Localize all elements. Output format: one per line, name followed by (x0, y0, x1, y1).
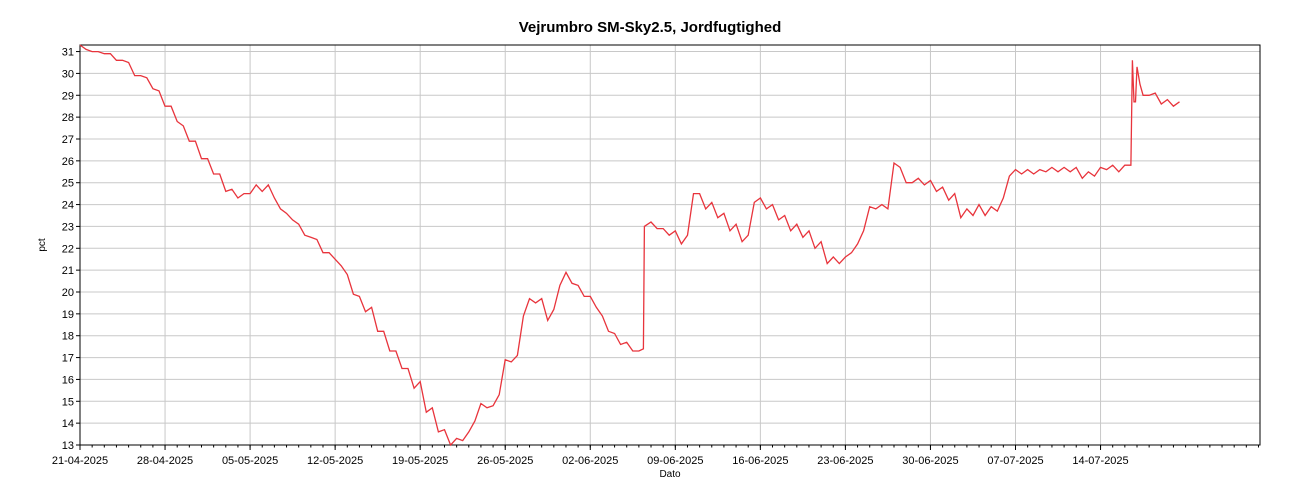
y-tick-label: 28 (62, 112, 74, 124)
y-tick-label: 22 (62, 243, 74, 255)
plot-frame (79, 44, 1261, 446)
x-tick-label: 26-05-2025 (477, 455, 533, 467)
y-tick-label: 19 (62, 309, 74, 321)
x-tick-label: 30-06-2025 (902, 455, 958, 467)
y-tick-label: 20 (62, 287, 74, 299)
y-tick-label: 14 (62, 418, 74, 430)
x-tick-label: 05-05-2025 (222, 455, 278, 467)
y-tick-label: 17 (62, 353, 74, 365)
y-tick-label: 24 (62, 200, 74, 212)
x-axis: 21-04-2025 28-04-2025 05-05-2025 12-05-2025… (52, 445, 1259, 467)
x-tick-label: 28-04-2025 (137, 455, 193, 467)
y-tick-label: 25 (62, 178, 74, 190)
x-tick-label: 09-06-2025 (647, 455, 703, 467)
y-tick-label: 15 (62, 396, 74, 408)
grid-lines (79, 45, 1260, 446)
x-tick-label: 02-06-2025 (562, 455, 618, 467)
x-axis-title: Dato (659, 469, 681, 480)
y-tick-label: 21 (62, 265, 74, 277)
x-tick-label: 19-05-2025 (392, 455, 448, 467)
y-tick-label: 18 (62, 331, 74, 343)
x-tick-label: 12-05-2025 (307, 455, 363, 467)
series-line-jordfugtighed (79, 44, 1180, 447)
y-tick-label: 31 (62, 47, 74, 59)
x-tick-label: 23-06-2025 (817, 455, 873, 467)
y-tick-label: 23 (62, 221, 74, 233)
y-tick-label: 13 (62, 440, 74, 452)
chart-title: Vejrumbro SM-Sky2.5, Jordfugtighed (518, 19, 782, 36)
x-tick-label: 07-07-2025 (987, 455, 1043, 467)
y-axis: 13 14 15 16 17 18 19 20 21 22 23 24 25 26 27 28 29 30 31 (62, 47, 80, 452)
y-tick-label: 26 (62, 156, 74, 168)
y-tick-label: 16 (62, 374, 74, 386)
x-tick-label: 14-07-2025 (1072, 455, 1128, 467)
y-tick-label: 30 (62, 68, 74, 80)
y-tick-label: 27 (62, 134, 74, 146)
x-tick-label: 16-06-2025 (732, 455, 788, 467)
x-tick-label: 21-04-2025 (52, 455, 108, 467)
y-axis-title: pct (37, 238, 48, 252)
y-tick-label: 29 (62, 90, 74, 102)
